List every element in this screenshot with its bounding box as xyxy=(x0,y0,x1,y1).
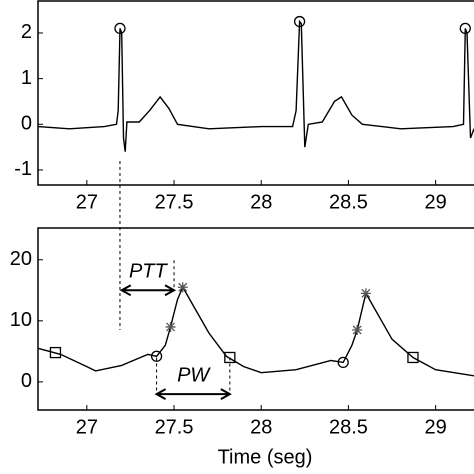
y-tick-label: 10 xyxy=(10,309,32,331)
square-marker xyxy=(224,351,236,364)
x-tick-label: 27 xyxy=(76,416,98,438)
x-tick-label: 29 xyxy=(425,416,447,438)
x-tick-label: 28 xyxy=(250,191,272,213)
star-marker xyxy=(177,282,188,293)
circle-marker xyxy=(114,22,126,35)
circle-marker xyxy=(293,15,306,28)
annotation-label: PW xyxy=(177,364,211,386)
y-tick-label: 1 xyxy=(21,67,32,89)
axes-box xyxy=(37,0,474,186)
square-marker xyxy=(49,346,62,359)
annotation-label: PTT xyxy=(129,261,169,283)
x-tick-label: 28 xyxy=(250,416,272,438)
annotation-arrow xyxy=(119,284,177,297)
circle-marker xyxy=(459,22,471,35)
x-tick-label: 29 xyxy=(425,191,447,213)
star-marker xyxy=(165,321,176,332)
x-tick-label: 28.5 xyxy=(329,416,368,438)
y-tick-label: 2 xyxy=(21,21,32,43)
axes-box xyxy=(37,227,474,411)
y-tick-label: 20 xyxy=(10,248,32,270)
y-tick-label: 0 xyxy=(21,370,32,392)
annotation-arrow xyxy=(154,388,232,400)
y-tick-label: 0 xyxy=(21,113,32,135)
star-marker xyxy=(360,288,371,299)
y-tick-label: -1 xyxy=(14,158,32,180)
star-marker xyxy=(352,324,363,335)
signal-line xyxy=(37,285,474,377)
x-axis-label: Time (seg) xyxy=(218,446,313,468)
circle-marker xyxy=(150,350,163,362)
x-tick-label: 27.5 xyxy=(155,191,194,213)
signal-line xyxy=(37,19,474,152)
x-tick-label: 27.5 xyxy=(155,416,194,438)
x-tick-label: 28.5 xyxy=(329,191,368,213)
square-marker xyxy=(407,351,419,364)
circle-marker xyxy=(337,356,349,369)
x-tick-label: 27 xyxy=(76,191,98,213)
